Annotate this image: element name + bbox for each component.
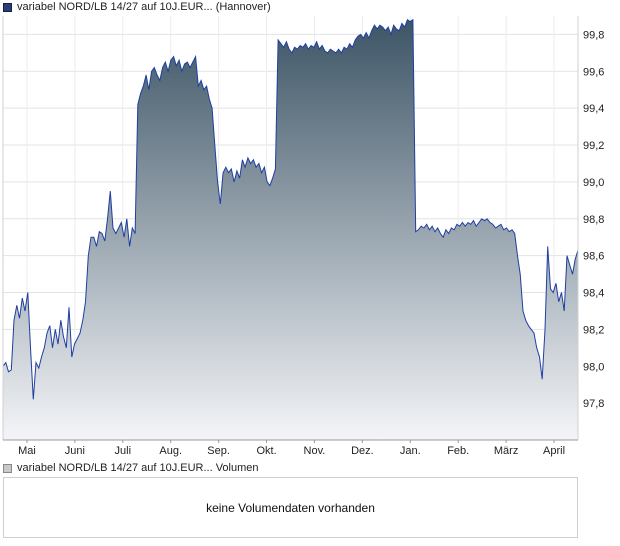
y-tick-label: 98,6 — [583, 251, 604, 263]
x-tick-label: Jan. — [400, 445, 421, 457]
legend-price-swatch — [3, 2, 12, 12]
legend-volume-label: variabel NORD/LB 14/27 auf 10J.EUR... Vo… — [17, 462, 259, 474]
no-volume-message: keine Volumendaten vorhanden — [206, 501, 375, 515]
y-tick-label: 99,8 — [583, 29, 604, 41]
x-tick-label: April — [543, 445, 565, 457]
x-axis-labels: Mai Juni Juli Aug. Sep. Okt. Nov. Dez. Jan. Feb. M… — [18, 440, 565, 457]
x-tick-label: Dez. — [351, 445, 374, 457]
legend-volume-swatch — [3, 463, 12, 473]
y-tick-label: 99,2 — [583, 140, 604, 152]
y-tick-label: 99,6 — [583, 66, 604, 78]
x-tick-label: Nov. — [304, 445, 326, 457]
y-tick-label: 98,8 — [583, 214, 604, 226]
x-tick-label: März — [494, 445, 518, 457]
x-tick-label: Juni — [65, 445, 85, 457]
price-chart: 99,8 99,6 99,4 99,2 99,0 98,8 98,6 98,4 98,2 98,0… — [2, 16, 604, 457]
x-tick-label: Feb. — [447, 445, 469, 457]
volume-panel: keine Volumendaten vorhanden — [3, 477, 578, 538]
legend-price-label: variabel NORD/LB 14/27 auf 10J.EUR... (H… — [17, 1, 271, 13]
axes — [2, 16, 579, 441]
x-tick-label: Sep. — [207, 445, 230, 457]
x-tick-label: Juli — [115, 445, 132, 457]
y-tick-label: 99,0 — [583, 177, 604, 189]
y-tick-label: 98,2 — [583, 324, 604, 336]
y-tick-label: 99,4 — [583, 103, 604, 115]
y-tick-label: 98,0 — [583, 361, 604, 373]
legend-price: variabel NORD/LB 14/27 auf 10J.EUR... (H… — [3, 0, 271, 14]
y-tick-label: 97,8 — [583, 398, 604, 410]
x-tick-label: Mai — [18, 445, 36, 457]
y-axis-labels: 99,8 99,6 99,4 99,2 99,0 98,8 98,6 98,4 98,2 98,0… — [583, 29, 604, 410]
price-area — [3, 19, 578, 440]
x-tick-label: Okt. — [256, 445, 276, 457]
legend-volume: variabel NORD/LB 14/27 auf 10J.EUR... Vo… — [3, 461, 259, 475]
y-tick-label: 98,4 — [583, 288, 604, 300]
price-line — [2, 18, 579, 400]
x-tick-label: Aug. — [159, 445, 182, 457]
